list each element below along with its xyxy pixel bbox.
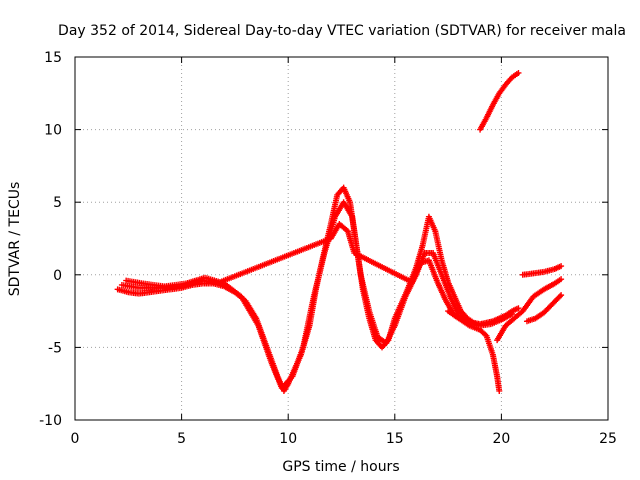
- data-point: [496, 387, 503, 394]
- x-tick-label: 5: [177, 431, 186, 447]
- plot-frame: [74, 56, 609, 421]
- y-tick-label: 15: [44, 50, 62, 66]
- y-tick-label: 5: [53, 195, 62, 211]
- y-tick-label: -5: [48, 340, 62, 356]
- data-point: [558, 276, 565, 283]
- series-arc-6: [494, 276, 565, 344]
- y-tick-label: 10: [44, 123, 62, 139]
- data-point: [482, 331, 489, 338]
- series-arc-5: [477, 69, 522, 133]
- data-point: [515, 69, 522, 76]
- x-axis-label: GPS time / hours: [282, 459, 399, 475]
- x-tick-label: 15: [386, 431, 404, 447]
- data-point: [558, 292, 565, 299]
- y-tick-label: 0: [53, 268, 62, 284]
- chart-title: Day 352 of 2014, Sidereal Day-to-day VTE…: [58, 23, 626, 39]
- y-axis-label: SDTVAR / TECUs: [7, 182, 23, 297]
- y-tick-labels: -10 -5 0 5 10 15: [39, 50, 62, 429]
- x-tick-labels: 0 5 10 15 20 25: [71, 431, 617, 447]
- series-arc-7: [519, 263, 565, 278]
- data-point: [556, 293, 563, 300]
- series-arc-3: [123, 220, 469, 325]
- x-tick-label: 10: [279, 431, 297, 447]
- y-tick-label: -10: [39, 413, 62, 429]
- grid: [75, 57, 608, 420]
- data-points: [114, 69, 565, 394]
- data-point: [509, 311, 516, 318]
- series-arc-4: [445, 308, 503, 394]
- data-point: [558, 263, 565, 270]
- axis-ticks: [74, 56, 609, 421]
- series-arc-8: [523, 292, 565, 325]
- x-tick-label: 20: [492, 431, 510, 447]
- x-tick-label: 0: [71, 431, 80, 447]
- x-tick-label: 25: [599, 431, 617, 447]
- data-point: [515, 305, 522, 312]
